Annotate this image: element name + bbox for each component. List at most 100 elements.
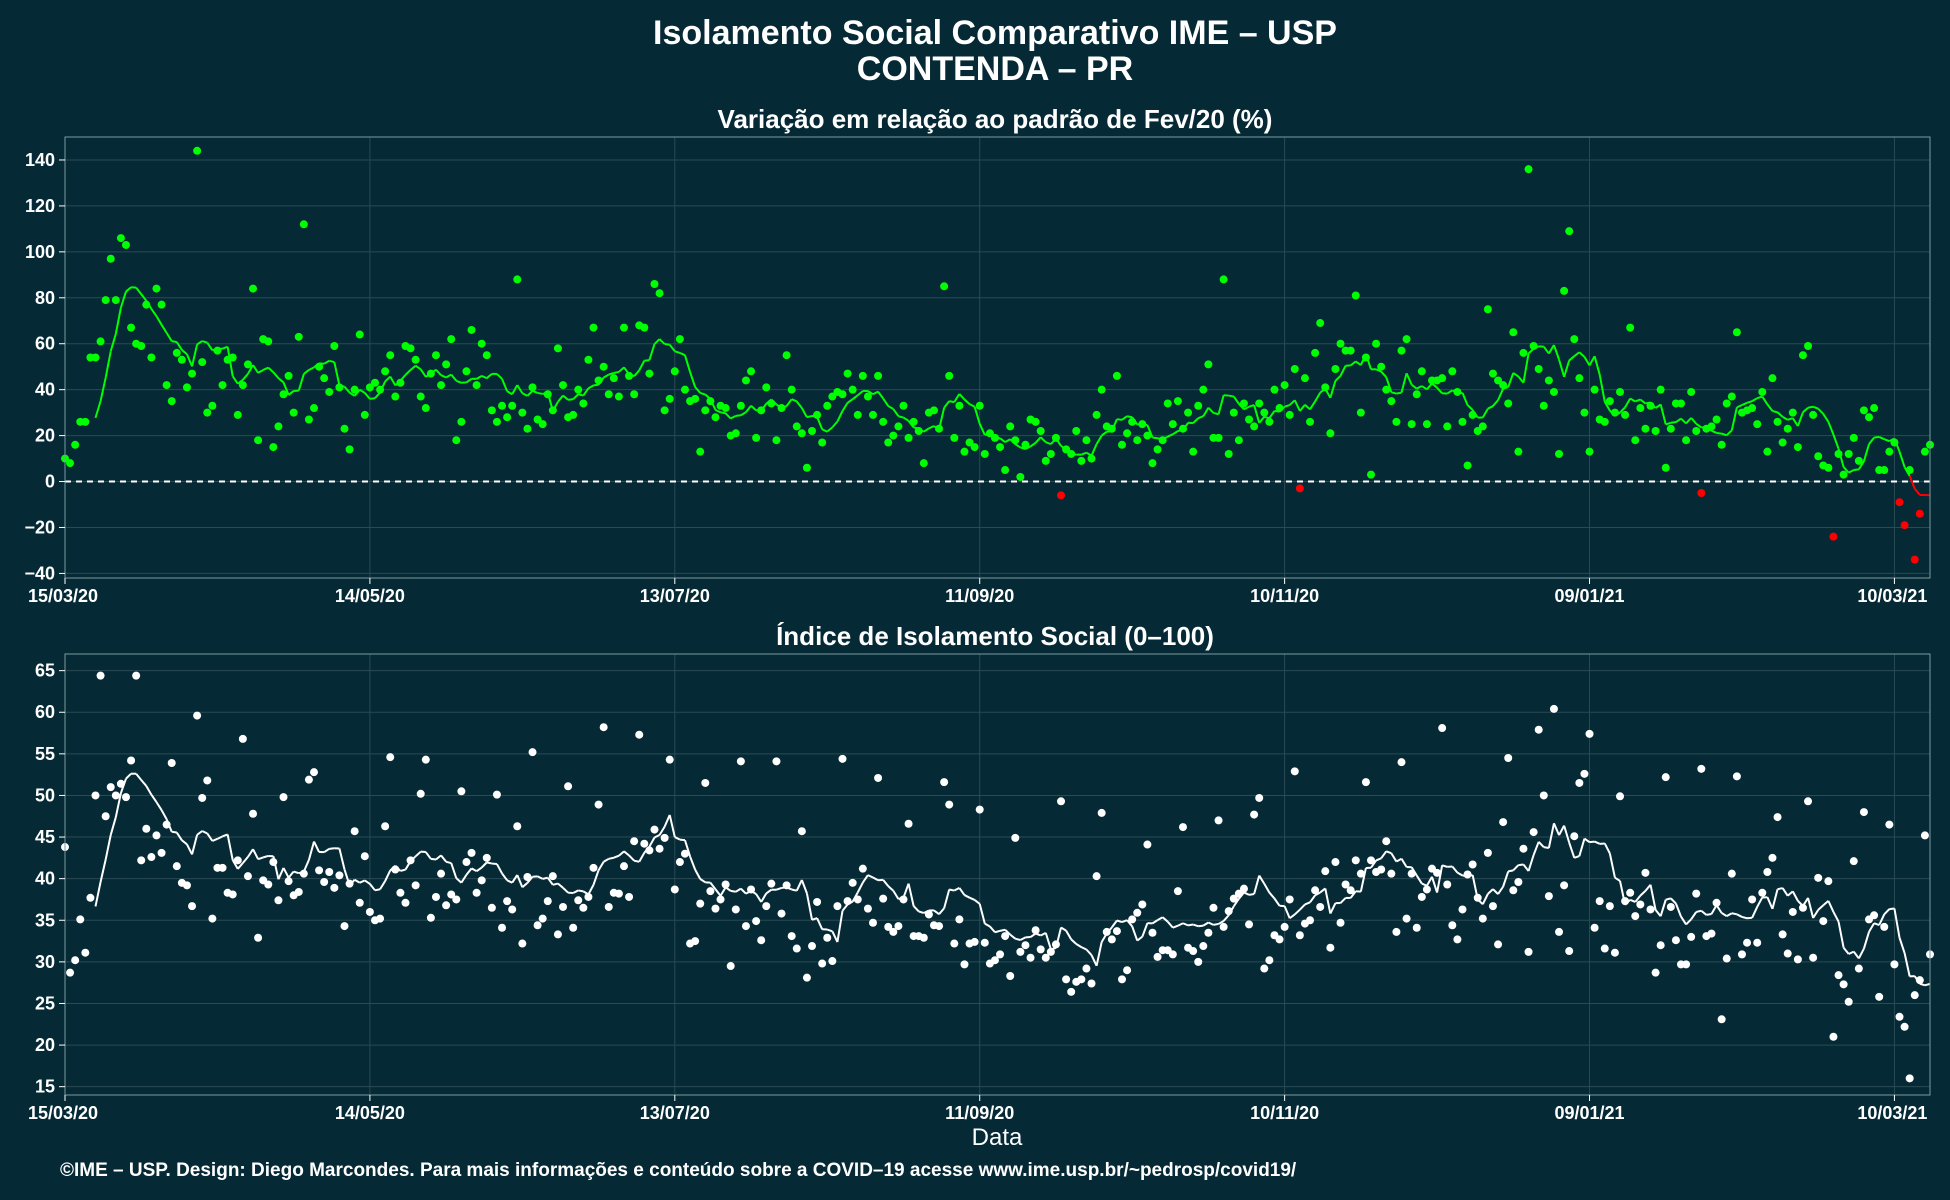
variation-point bbox=[1621, 410, 1630, 419]
index-point bbox=[1031, 926, 1040, 935]
variation-ytick-label: 40 bbox=[35, 380, 55, 400]
variation-point bbox=[843, 369, 852, 378]
variation-trend-segment bbox=[1568, 355, 1575, 362]
index-trend-segment bbox=[1532, 841, 1540, 856]
index-point bbox=[1138, 900, 1147, 909]
variation-point bbox=[1687, 387, 1696, 396]
index-point bbox=[1783, 949, 1792, 958]
index-trend-segment bbox=[460, 874, 468, 884]
variation-trend-segment bbox=[1746, 400, 1753, 404]
variation-trend-segment bbox=[1807, 405, 1814, 409]
variation-point bbox=[325, 387, 334, 396]
index-trend-segment bbox=[1553, 822, 1560, 836]
index-point bbox=[1920, 831, 1929, 840]
index-point bbox=[208, 914, 217, 923]
variation-trend-segment bbox=[465, 378, 473, 384]
index-point bbox=[1367, 856, 1376, 865]
variation-point bbox=[426, 369, 435, 378]
index-point bbox=[1839, 980, 1848, 989]
index-trend-segment bbox=[1696, 909, 1702, 913]
index-point bbox=[1494, 940, 1503, 949]
variation-trend-segment bbox=[537, 391, 543, 395]
index-point bbox=[431, 892, 440, 901]
variation-point bbox=[584, 355, 593, 364]
index-trend-segment bbox=[999, 928, 1006, 932]
variation-trend-segment bbox=[841, 402, 849, 412]
variation-point bbox=[447, 335, 456, 344]
variation-trend-segment bbox=[384, 375, 391, 383]
index-trend-segment bbox=[542, 876, 548, 880]
index-ytick-label: 65 bbox=[35, 661, 55, 681]
index-y-ticks: 15 20 25 30 35 40 45 50 55 60 65 bbox=[35, 661, 65, 1097]
index-trend-segment bbox=[1878, 913, 1886, 926]
index-point bbox=[1356, 869, 1365, 878]
index-point bbox=[1829, 1032, 1838, 1041]
variation-point bbox=[691, 394, 700, 403]
index-point bbox=[1245, 920, 1254, 929]
variation-trend-segment bbox=[303, 369, 310, 375]
index-point bbox=[808, 942, 817, 951]
index-trend-segment bbox=[1426, 876, 1433, 887]
variation-trend-segment bbox=[445, 373, 452, 379]
variation-point bbox=[406, 344, 415, 353]
index-trend-segment bbox=[791, 888, 797, 892]
variation-trend-segment bbox=[699, 391, 706, 396]
variation-ytick-label: −20 bbox=[24, 517, 55, 537]
index-point bbox=[1397, 758, 1406, 767]
variation-trend-segment bbox=[1268, 410, 1276, 419]
index-point bbox=[1306, 916, 1315, 925]
index-point bbox=[889, 927, 898, 936]
variation-trend-segment bbox=[562, 394, 569, 401]
variation-trend-segment bbox=[949, 400, 955, 404]
index-trend-segment bbox=[1213, 922, 1219, 926]
variation-point bbox=[1224, 449, 1233, 458]
index-trend-segment bbox=[424, 851, 432, 860]
index-point bbox=[818, 959, 827, 968]
variation-point bbox=[1509, 328, 1518, 337]
variation-point bbox=[467, 325, 476, 334]
variation-trend-segment bbox=[1726, 429, 1733, 436]
index-point bbox=[330, 883, 339, 892]
variation-point bbox=[503, 413, 512, 422]
variation-trend-segment bbox=[1101, 430, 1108, 437]
variation-trend-segment bbox=[1588, 355, 1596, 366]
variation-trend-segment bbox=[603, 373, 610, 379]
variation-point bbox=[116, 234, 125, 243]
variation-trend-segment bbox=[1172, 430, 1179, 436]
index-point bbox=[1321, 867, 1330, 876]
variation-point bbox=[1748, 404, 1757, 413]
variation-point bbox=[294, 332, 303, 341]
index-point bbox=[757, 936, 766, 945]
variation-point bbox=[330, 342, 339, 351]
variation-trend-segment bbox=[684, 354, 692, 373]
variation-trend-segment bbox=[435, 368, 442, 376]
index-trend-segment bbox=[592, 869, 600, 886]
variation-point bbox=[91, 353, 100, 362]
variation-trend-segment bbox=[419, 368, 427, 378]
variation-point bbox=[142, 300, 151, 309]
variation-trend-segment bbox=[104, 351, 112, 379]
variation-point bbox=[1265, 417, 1274, 426]
variation-point bbox=[935, 424, 944, 433]
variation-trend-segment bbox=[847, 398, 854, 404]
index-trend-segment bbox=[354, 878, 361, 884]
index-trend-segment bbox=[1898, 937, 1906, 954]
variation-point bbox=[457, 417, 466, 426]
index-point bbox=[792, 944, 801, 953]
index-trend-segment bbox=[1654, 909, 1662, 917]
index-trend-segment bbox=[938, 907, 945, 915]
variation-point bbox=[1372, 339, 1381, 348]
variation-point bbox=[797, 429, 806, 438]
index-trend-segment bbox=[1547, 823, 1555, 849]
index-point bbox=[1234, 889, 1243, 898]
variation-point bbox=[1727, 392, 1736, 401]
variation-trend-segment bbox=[1436, 387, 1443, 394]
index-point bbox=[640, 839, 649, 848]
index-point bbox=[279, 793, 288, 802]
index-trend-segment bbox=[1299, 903, 1306, 911]
variation-x-ticks: 15/03/20 14/05/20 13/07/20 11/09/20 10/11/20… bbox=[28, 578, 1927, 606]
variation-trend-segment bbox=[1578, 351, 1586, 358]
index-trend-segment bbox=[1791, 890, 1799, 902]
variation-ytick-label: 140 bbox=[25, 150, 55, 170]
variation-point bbox=[1407, 420, 1416, 429]
